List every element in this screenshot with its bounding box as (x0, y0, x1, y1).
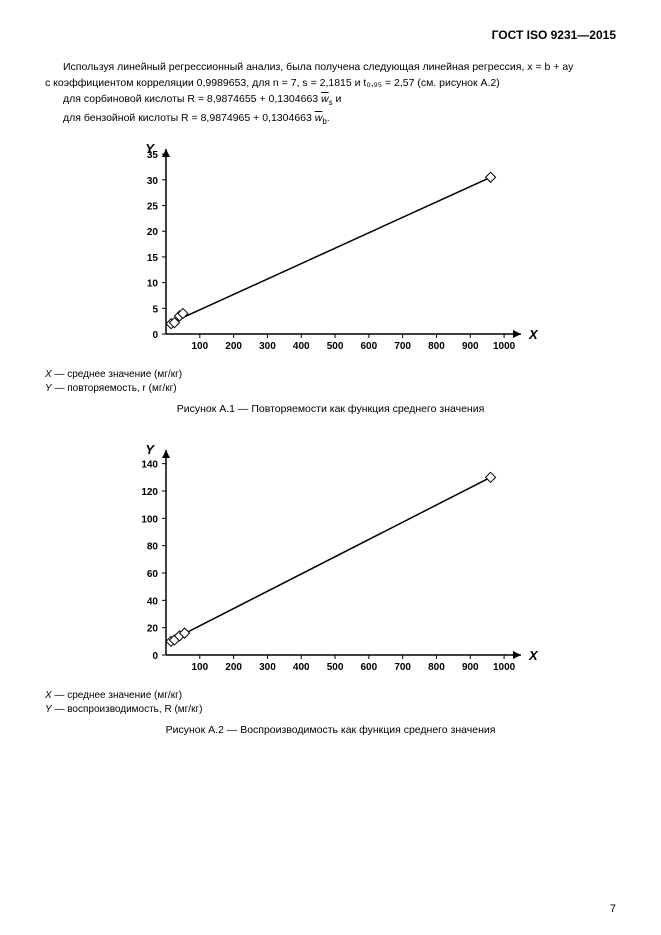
svg-text:20: 20 (146, 227, 158, 238)
chart-2-wrap: 100 200 300 400 500 600 700 800 900 1000 0 20 40 60 80… (45, 435, 616, 685)
chart-1: 100 200 300 400 500 600 700 800 900 1000 0 5 10 15 20 2… (121, 134, 541, 364)
svg-text:600: 600 (360, 662, 377, 673)
legend1-x-key: X (45, 369, 52, 380)
equation-1: для сорбиновой кислоты R = 8,9874655 + 0… (45, 92, 616, 109)
legend2-y-text: — воспроизводимость, R (мг/кг) (52, 704, 203, 715)
svg-text:Y: Y (145, 141, 155, 156)
svg-text:Y: Y (145, 442, 155, 457)
svg-text:900: 900 (461, 662, 478, 673)
intro-line-2: с коэффициентом корреляции 0,9989653, дл… (45, 76, 616, 90)
legend2-y-key: Y (45, 704, 52, 715)
svg-text:X: X (528, 648, 539, 663)
chart-1-legend: X — среднее значение (мг/кг) Y — повторя… (45, 368, 616, 395)
svg-text:60: 60 (146, 569, 158, 580)
svg-text:700: 700 (394, 662, 411, 673)
svg-text:40: 40 (146, 596, 158, 607)
chart-1-wrap: 100 200 300 400 500 600 700 800 900 1000 0 5 10 15 20 2… (45, 134, 616, 364)
eq2-prefix: для бензойной кислоты R = 8,9874965 + 0,… (63, 112, 315, 124)
svg-text:1000: 1000 (492, 341, 515, 352)
svg-text:5: 5 (152, 304, 158, 315)
svg-text:800: 800 (428, 662, 445, 673)
svg-text:200: 200 (225, 662, 242, 673)
svg-text:800: 800 (428, 341, 445, 352)
svg-text:500: 500 (326, 662, 343, 673)
legend1-y-key: Y (45, 383, 52, 394)
eq1-suffix: и (333, 93, 342, 105)
svg-text:20: 20 (146, 624, 158, 635)
eq2-suffix: . (327, 112, 330, 124)
legend1-y-text: — повторяемость, r (мг/кг) (52, 383, 177, 394)
chart-2: 100 200 300 400 500 600 700 800 900 1000 0 20 40 60 80… (121, 435, 541, 685)
svg-text:900: 900 (461, 341, 478, 352)
svg-text:0: 0 (152, 330, 158, 341)
svg-text:100: 100 (191, 662, 208, 673)
svg-text:140: 140 (141, 460, 158, 471)
intro-line-1: Используя линейный регрессионный анализ,… (45, 60, 616, 74)
caption-2: Рисунок А.2 — Воспроизводимость как функ… (45, 724, 616, 736)
equation-2: для бензойной кислоты R = 8,9874965 + 0,… (45, 111, 616, 128)
svg-text:100: 100 (191, 341, 208, 352)
svg-text:80: 80 (146, 542, 158, 553)
svg-text:500: 500 (326, 341, 343, 352)
svg-text:300: 300 (259, 662, 276, 673)
svg-text:700: 700 (394, 341, 411, 352)
svg-text:200: 200 (225, 341, 242, 352)
svg-text:25: 25 (146, 202, 158, 213)
eq1-prefix: для сорбиновой кислоты R = 8,9874655 + 0… (63, 93, 321, 105)
chart-2-legend: X — среднее значение (мг/кг) Y — воспрои… (45, 689, 616, 716)
svg-text:100: 100 (141, 514, 158, 525)
svg-text:30: 30 (146, 176, 158, 187)
legend1-x-text: — среднее значение (мг/кг) (52, 369, 182, 380)
svg-text:X: X (528, 327, 539, 342)
page: ГОСТ ISO 9231—2015 Используя линейный ре… (0, 0, 661, 935)
eq1-var: w (321, 93, 329, 105)
svg-text:10: 10 (146, 279, 158, 290)
document-header: ГОСТ ISO 9231—2015 (45, 28, 616, 42)
caption-1: Рисунок А.1 — Повторяемости как функция … (45, 403, 616, 415)
svg-text:15: 15 (146, 253, 158, 264)
svg-text:120: 120 (141, 487, 158, 498)
svg-text:600: 600 (360, 341, 377, 352)
svg-text:1000: 1000 (492, 662, 515, 673)
page-number: 7 (610, 903, 616, 915)
svg-text:400: 400 (292, 662, 309, 673)
legend2-x-text: — среднее значение (мг/кг) (52, 690, 182, 701)
svg-text:400: 400 (292, 341, 309, 352)
svg-text:0: 0 (152, 651, 158, 662)
svg-text:300: 300 (259, 341, 276, 352)
legend2-x-key: X (45, 690, 52, 701)
